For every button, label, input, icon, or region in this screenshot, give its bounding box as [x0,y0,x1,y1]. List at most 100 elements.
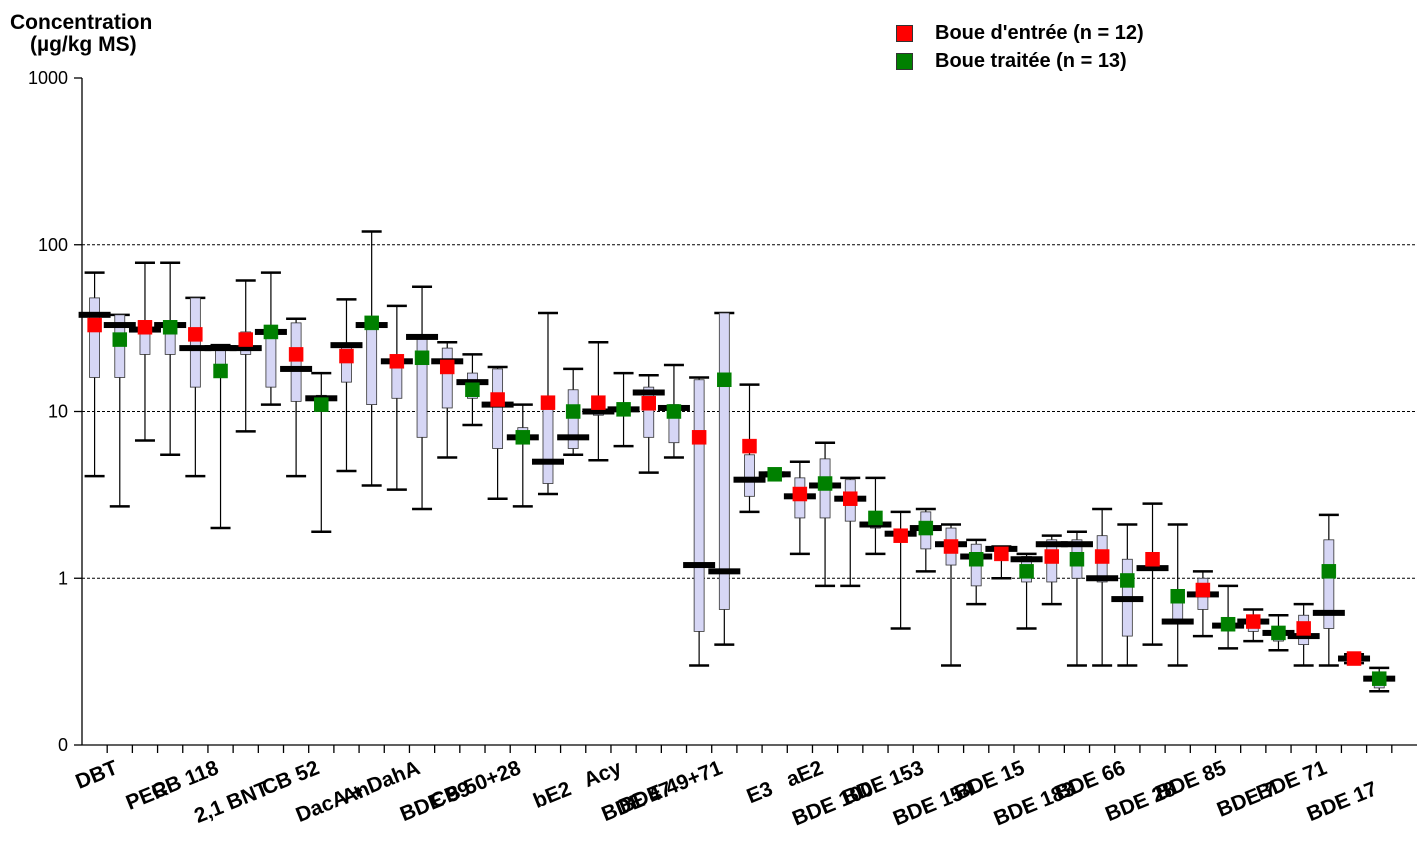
median-bar [1136,565,1169,572]
legend-swatch-red [896,25,913,42]
median-bar [582,408,615,415]
iqr-box [542,404,554,484]
mean-marker [666,404,682,419]
mean-marker [641,396,656,411]
y-tick-label: 1 [58,568,68,588]
legend-item-inlet-sludge: Boue d'entrée (n = 12) [896,22,1144,45]
iqr-box [492,368,504,449]
mean-marker [1019,564,1034,579]
iqr-box [643,386,655,438]
median-bar [204,345,237,352]
iqr-box [567,389,579,449]
y-tick-label: 0 [58,735,68,755]
x-tick-label: BDE 49+71 [616,756,726,818]
mean-marker [213,363,228,379]
mean-marker [1271,625,1286,641]
median-bar [330,342,363,349]
mean-marker [1371,671,1387,686]
mean-marker [263,324,279,340]
legend-swatch-green [896,53,913,70]
x-tick-label: bE2 [530,777,574,813]
mean-marker [188,327,203,342]
mean-marker [968,551,984,567]
median-bar [456,379,489,386]
mean-marker [515,430,531,445]
mean-marker [540,395,556,410]
iqr-box [744,454,755,497]
median-bar [1060,541,1093,548]
mean-marker [314,397,329,412]
mean-marker [364,315,379,331]
iqr-box [189,297,201,388]
mean-marker [490,392,505,407]
iqr-box [718,312,730,610]
mean-marker [918,520,934,536]
mean-marker [717,372,732,388]
mean-marker [1094,549,1110,564]
mean-marker [414,350,430,366]
mean-marker [1145,551,1160,567]
x-tick-label: CB 118 [148,756,222,804]
mean-marker [1044,549,1060,564]
x-tick-label: E3 [744,777,776,808]
mean-marker [465,382,480,398]
median-bar [531,458,564,465]
median-bar [179,345,212,352]
median-bar [557,434,590,441]
y-tick-label: 1000 [28,68,68,88]
y-tick-label: 100 [38,235,68,255]
iqr-box [441,347,453,409]
mean-marker [843,491,858,506]
median-bar [406,333,439,340]
mean-marker [591,395,606,410]
mean-marker [817,476,833,491]
median-bar [708,568,741,575]
mean-marker [112,332,128,347]
x-tick-label: CB 50+28 [427,756,524,813]
mean-marker [238,332,253,347]
median-bar [1086,575,1119,582]
median-bar [1312,609,1345,616]
iqr-box [89,297,100,378]
mean-marker [87,317,102,333]
iqr-box [693,379,705,632]
median-bar [632,389,665,396]
mean-marker [162,320,178,335]
mean-marker [893,528,908,543]
mean-marker [565,404,581,419]
median-bar [1161,618,1194,625]
x-tick-label: CB 52 [259,756,323,800]
y-axis-title: Concentration (µg/kg MS) [10,11,152,57]
median-bar [280,365,313,372]
x-tick-label: DBT [72,756,121,794]
mean-marker [1321,564,1337,579]
y-axis-title-line2: (µg/kg MS) [30,33,137,57]
mean-marker [439,359,455,375]
median-bar [1111,596,1144,603]
mean-marker [1195,582,1211,598]
legend-item-treated-sludge: Boue traitée (n = 13) [896,50,1127,73]
mean-marker [1220,616,1236,632]
mean-marker [339,348,354,364]
iqr-box [290,322,302,402]
mean-marker [1346,651,1362,666]
median-bar [103,322,136,329]
median-bar [1287,633,1320,640]
mean-marker [288,347,304,362]
mean-marker [767,467,782,482]
mean-marker [792,486,808,502]
mean-marker [868,510,883,526]
iqr-box [1323,539,1335,629]
median-bar [683,562,716,569]
mean-marker [1246,614,1261,629]
mean-marker [994,546,1009,562]
median-bar [229,345,262,352]
mean-marker [1296,621,1311,636]
mean-marker [1069,551,1085,567]
mean-marker [389,354,405,369]
mean-marker [137,320,153,335]
mean-marker [1170,588,1185,604]
x-tick-label: aE2 [783,756,826,791]
legend-label-treated-sludge: Boue traitée (n = 13) [935,50,1127,72]
